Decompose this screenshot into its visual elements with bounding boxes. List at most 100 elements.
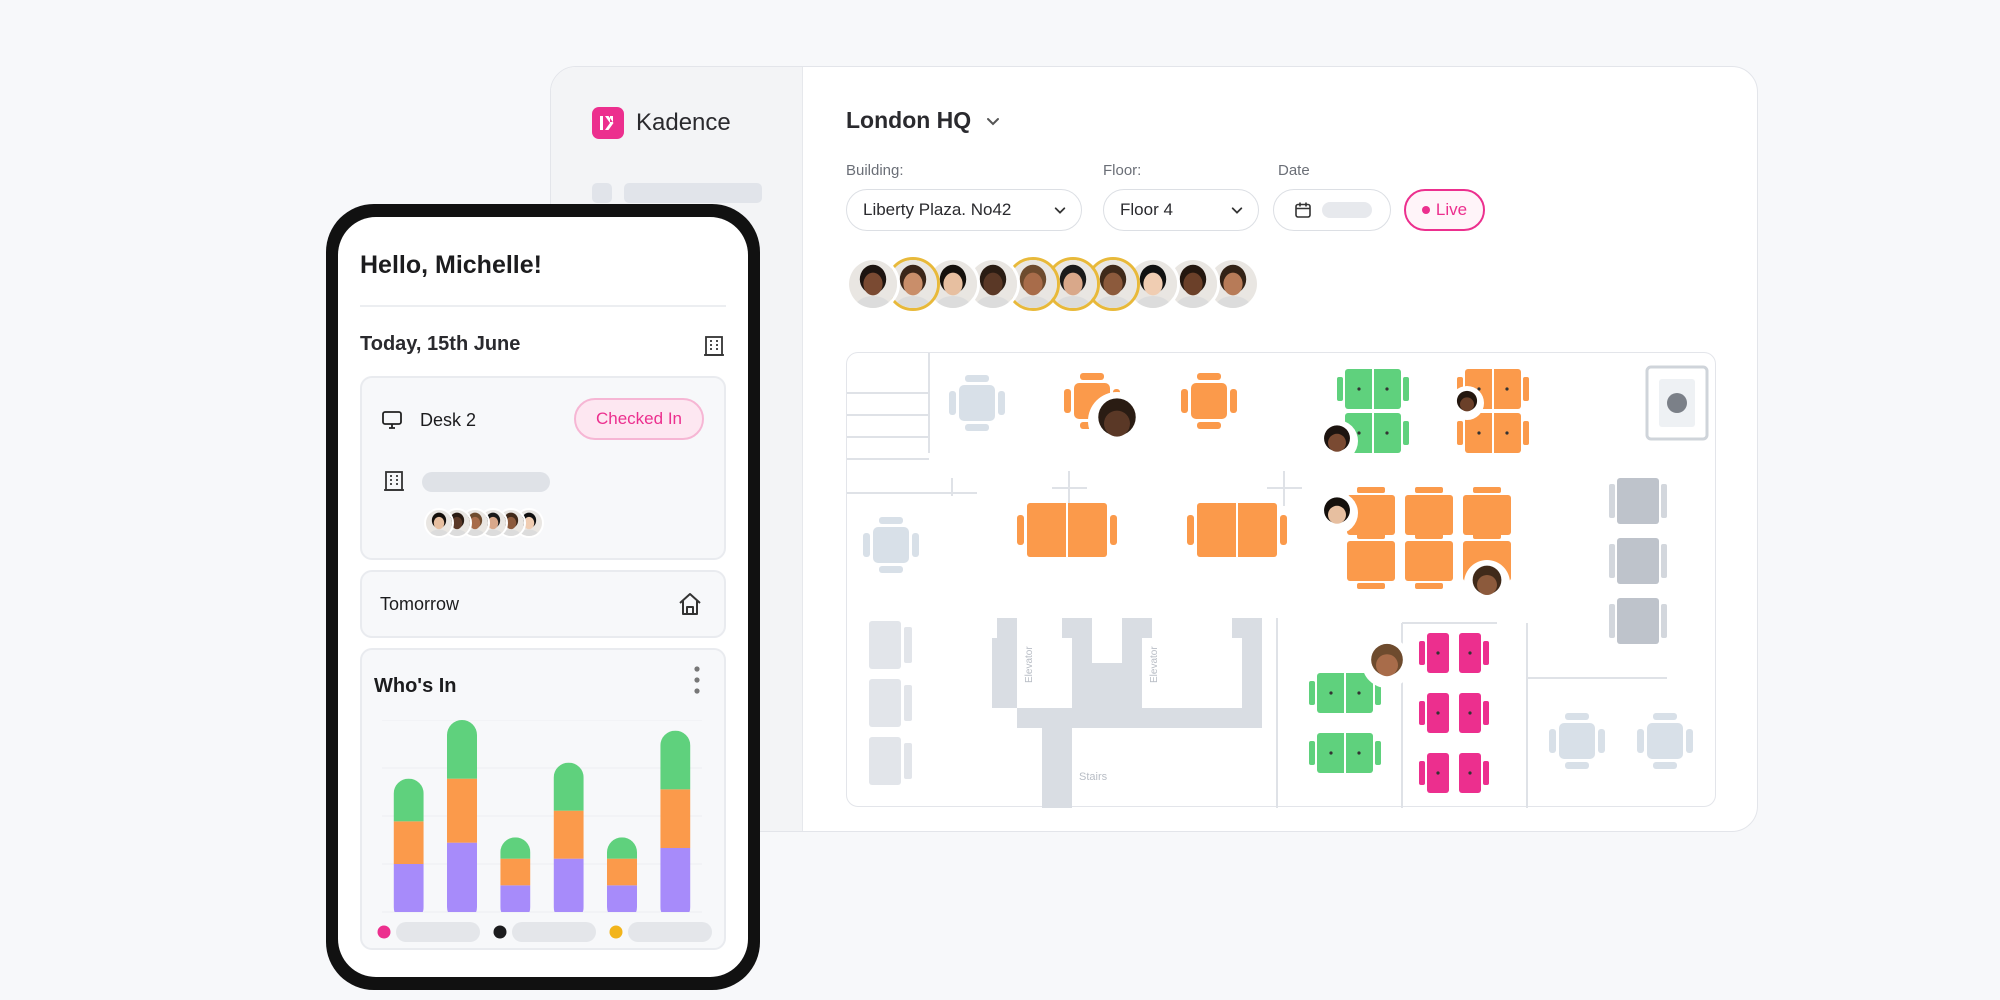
more-options-icon[interactable]	[692, 664, 702, 696]
home-icon	[679, 593, 701, 615]
avatar[interactable]	[886, 257, 940, 311]
mobile-app: Hello, Michelle! Today, 15th June Desk 2…	[326, 204, 760, 990]
person-on-map[interactable]	[1316, 420, 1358, 462]
booked-desk[interactable]	[1405, 487, 1453, 535]
building-value: Liberty Plaza. No42	[863, 200, 1012, 219]
booking-card[interactable]: Desk 2 Checked In	[360, 376, 726, 560]
available-desk[interactable]	[1309, 733, 1381, 773]
checked-in-badge[interactable]: Checked In	[574, 398, 704, 440]
booked-desk-block[interactable]	[1187, 503, 1287, 557]
attendee-avatars	[846, 257, 1346, 313]
main-panel: London HQ Building: Floor: Date Liberty …	[803, 67, 1757, 831]
bar-segment	[607, 858, 637, 886]
meeting-table[interactable]	[949, 375, 1005, 431]
kadence-logo-icon	[592, 107, 624, 139]
bar-segment	[660, 730, 691, 790]
bar-segment	[447, 720, 477, 779]
floor-plan-canvas[interactable]: Elevator Elevator Stairs	[847, 353, 1717, 808]
desk-label: Desk 2	[420, 410, 477, 430]
bar-segment	[553, 858, 584, 912]
date-value-placeholder	[1322, 202, 1372, 218]
colleague-avatars[interactable]	[424, 508, 544, 542]
unavailable-desk[interactable]	[1609, 598, 1667, 644]
meeting-pod[interactable]	[1419, 633, 1489, 673]
booked-table[interactable]	[1181, 373, 1237, 429]
whos-in-chart	[377, 720, 712, 942]
avatar[interactable]	[1206, 257, 1260, 311]
booked-desk[interactable]	[1463, 487, 1511, 535]
stairs-label: Stairs	[1079, 771, 1108, 783]
booked-desk[interactable]	[1405, 533, 1453, 589]
bar-stack[interactable]	[500, 837, 531, 912]
floor-label: Floor:	[1103, 162, 1142, 179]
floor-dropdown[interactable]: Floor 4	[1103, 189, 1259, 231]
location-selector[interactable]: London HQ	[846, 107, 1001, 134]
floor-plan[interactable]: Elevator Elevator Stairs	[846, 352, 1717, 808]
unavailable-desk[interactable]	[1609, 478, 1667, 524]
floor-value: Floor 4	[1120, 200, 1173, 219]
date-picker[interactable]	[1273, 189, 1391, 231]
monitor-icon	[382, 411, 402, 429]
person-on-map[interactable]	[1362, 638, 1412, 688]
person-on-map[interactable]	[1088, 392, 1146, 450]
whos-in-card: Who's In	[360, 648, 726, 950]
unavailable-desk[interactable]	[869, 737, 912, 785]
live-dot-icon	[1421, 206, 1430, 214]
avatar	[424, 508, 454, 538]
sidebar-icon-placeholder[interactable]	[592, 183, 612, 203]
brand[interactable]: Kadence	[592, 107, 731, 139]
meeting-table[interactable]	[863, 517, 919, 573]
live-label: Live	[1435, 200, 1468, 219]
meeting-table[interactable]	[1549, 713, 1605, 769]
booked-desk-block[interactable]	[1017, 503, 1117, 557]
tomorrow-label: Tomorrow	[380, 594, 460, 614]
bar-segment	[500, 858, 531, 886]
building-dropdown[interactable]: Liberty Plaza. No42	[846, 189, 1082, 231]
sidebar-item-placeholder[interactable]	[624, 183, 762, 203]
person-on-map[interactable]	[1316, 492, 1358, 534]
date-label: Date	[1278, 162, 1310, 179]
booked-desk[interactable]	[1347, 533, 1395, 589]
bar-stack[interactable]	[660, 730, 691, 912]
legend-label-placeholder	[396, 922, 480, 942]
unavailable-desk[interactable]	[1609, 538, 1667, 584]
greeting: Hello, Michelle!	[360, 251, 542, 279]
unavailable-desk[interactable]	[869, 679, 912, 727]
elevator-label-1: Elevator	[1024, 646, 1035, 683]
building-icon	[384, 471, 404, 491]
person-on-map[interactable]	[1450, 386, 1484, 420]
brand-name: Kadence	[636, 109, 731, 136]
bar-stack[interactable]	[393, 778, 424, 912]
avatar[interactable]	[1006, 257, 1060, 311]
booked-desk[interactable]	[1347, 487, 1395, 535]
meeting-pod[interactable]	[1419, 753, 1489, 793]
chevron-down-icon	[1231, 207, 1243, 214]
status-label: Checked In	[596, 409, 682, 428]
tomorrow-card[interactable]: Tomorrow	[360, 570, 726, 638]
available-desk[interactable]	[1337, 369, 1409, 409]
booked-desk[interactable]	[1457, 413, 1529, 453]
meeting-table[interactable]	[1637, 713, 1693, 769]
mobile-screen: Hello, Michelle! Today, 15th June Desk 2…	[338, 217, 748, 977]
avatar[interactable]	[1166, 257, 1220, 311]
bar-segment	[447, 778, 477, 843]
bar-segment	[553, 762, 584, 811]
printer-station[interactable]	[1645, 365, 1709, 441]
bar-segment	[393, 778, 424, 822]
meeting-pod[interactable]	[1419, 693, 1489, 733]
bar-stack[interactable]	[553, 762, 584, 912]
available-desk[interactable]	[1309, 673, 1381, 713]
person-on-map[interactable]	[1464, 560, 1510, 606]
unavailable-desk[interactable]	[869, 621, 912, 669]
legend-dot	[609, 925, 623, 939]
avatar[interactable]	[846, 257, 900, 311]
live-toggle[interactable]: Live	[1404, 189, 1485, 231]
bar-stack[interactable]	[607, 837, 637, 912]
building-icon[interactable]	[702, 334, 726, 358]
elevator-label-2: Elevator	[1149, 646, 1160, 683]
bar-stack[interactable]	[447, 720, 477, 912]
avatar[interactable]	[1046, 257, 1100, 311]
bar-segment	[607, 885, 637, 912]
legend-label-placeholder	[512, 922, 596, 942]
legend-label-placeholder	[628, 922, 712, 942]
